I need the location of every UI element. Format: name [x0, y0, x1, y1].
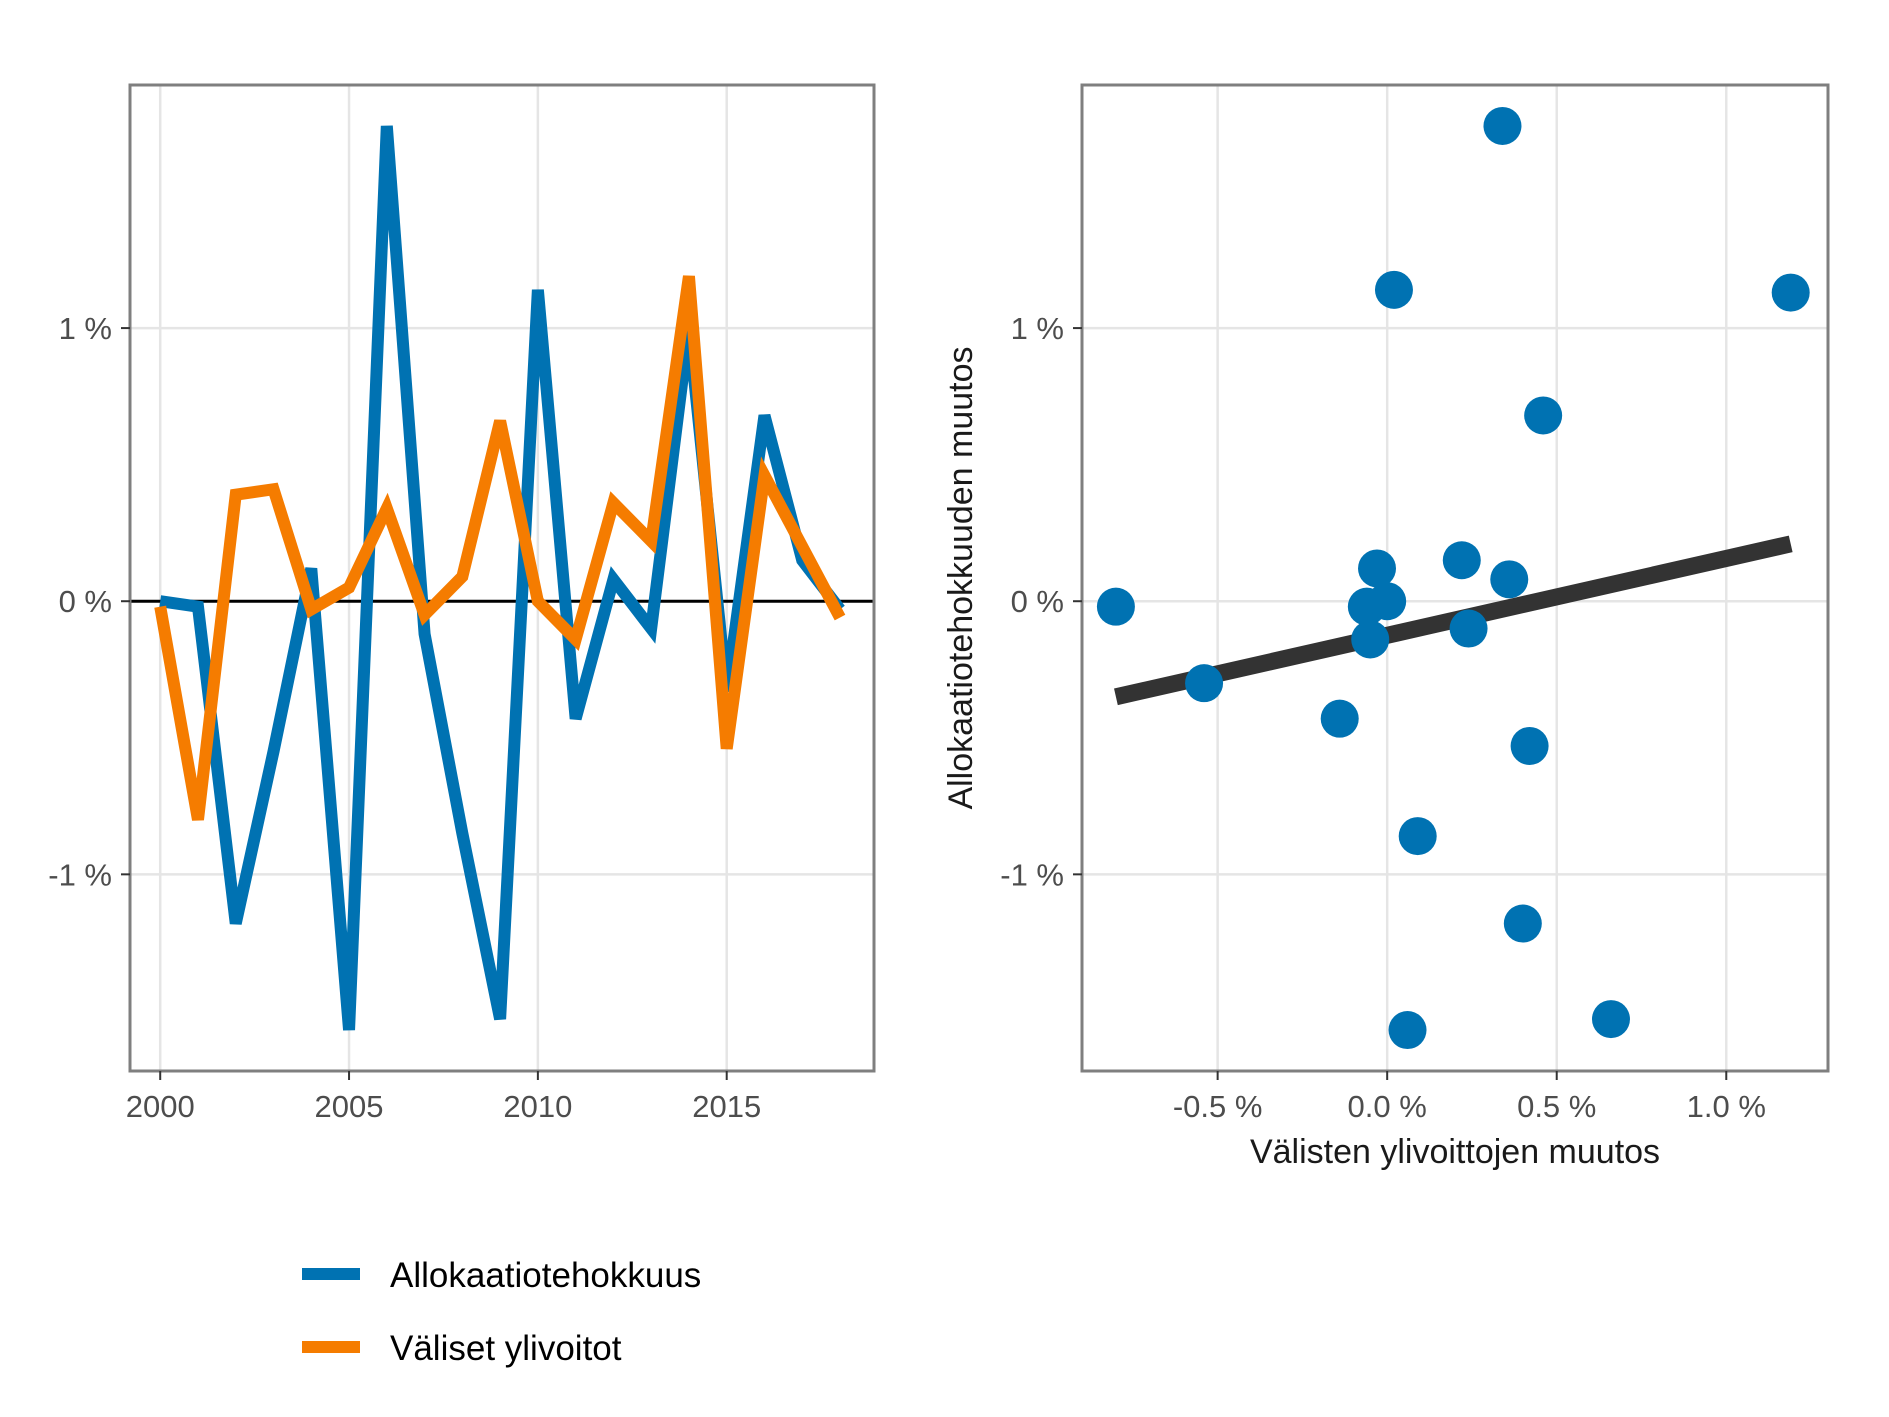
scatter-point — [1490, 560, 1529, 599]
scatter-point — [1320, 699, 1359, 738]
1-y-tick-label: -1 % — [1000, 857, 1064, 892]
scatter-point — [1398, 817, 1437, 856]
scatter-point — [1524, 396, 1563, 435]
scatter-chart-y-ticks: 1 % 0 % -1 % — [1000, 311, 1082, 892]
legend-label-profits: Väliset ylivoitot — [390, 1329, 622, 1368]
scatter-x-axis-label: Välisten ylivoittojen muutos — [1250, 1133, 1660, 1171]
0-x-tick-label: 2015 — [692, 1089, 761, 1124]
scatter-point — [1510, 726, 1549, 765]
scatter-point — [1591, 1000, 1630, 1039]
scatter-chart-panel: -0.5 % 0.0 % 0.5 % 1.0 % 1 % 0 % -1 % Väliste… — [942, 83, 1830, 1171]
0-x-tick-label: 2000 — [126, 1089, 195, 1124]
scatter-y-axis-label: Allokaatiotehokkuuden muutos — [942, 346, 980, 809]
scatter-chart-x-ticks: -0.5 % 0.0 % 0.5 % 1.0 % — [1173, 1071, 1766, 1124]
legend: Allokaatiotehokkuus Väliset ylivoitot — [302, 1256, 701, 1368]
scatter-point — [1185, 664, 1224, 703]
scatter-point — [1388, 1011, 1427, 1050]
scatter-point — [1442, 541, 1481, 580]
0-y-tick-label: -1 % — [48, 857, 112, 892]
1-y-tick-label: 1 % — [1011, 311, 1064, 346]
0-x-tick-label: 2010 — [503, 1089, 572, 1124]
0-y-tick-label: 0 % — [59, 584, 112, 619]
scatter-chart-points — [1096, 106, 1810, 1050]
line-chart-border — [128, 83, 876, 1073]
scatter-point — [1368, 582, 1407, 621]
line-chart-y-ticks: 1 % 0 % -1 % — [48, 311, 130, 892]
scatter-point — [1449, 609, 1488, 648]
scatter-point — [1374, 270, 1413, 309]
0-x-tick-label: 2005 — [315, 1089, 384, 1124]
1-x-tick-label: -0.5 % — [1173, 1089, 1263, 1124]
scatter-point — [1771, 273, 1810, 312]
scatter-point — [1351, 620, 1390, 659]
0-y-tick-label: 1 % — [59, 311, 112, 346]
scatter-chart-border — [1080, 83, 1830, 1073]
1-y-tick-label: 0 % — [1011, 584, 1064, 619]
line-chart-series — [154, 125, 846, 1031]
scatter-point — [1483, 106, 1522, 145]
scatter-chart-grid — [1082, 85, 1828, 1071]
scatter-point — [1096, 587, 1135, 626]
1-x-tick-label: 0.5 % — [1517, 1089, 1596, 1124]
series-line-profits — [154, 275, 846, 821]
1-x-tick-label: 1.0 % — [1687, 1089, 1766, 1124]
scatter-point — [1358, 549, 1397, 588]
line-chart-panel: 2000 2005 2010 2015 1 % 0 % -1 % — [48, 83, 876, 1124]
1-x-tick-label: 0.0 % — [1348, 1089, 1427, 1124]
legend-label-allocation: Allokaatiotehokkuus — [390, 1256, 701, 1295]
scatter-point — [1503, 904, 1542, 943]
line-chart-x-ticks: 2000 2005 2010 2015 — [126, 1071, 761, 1124]
